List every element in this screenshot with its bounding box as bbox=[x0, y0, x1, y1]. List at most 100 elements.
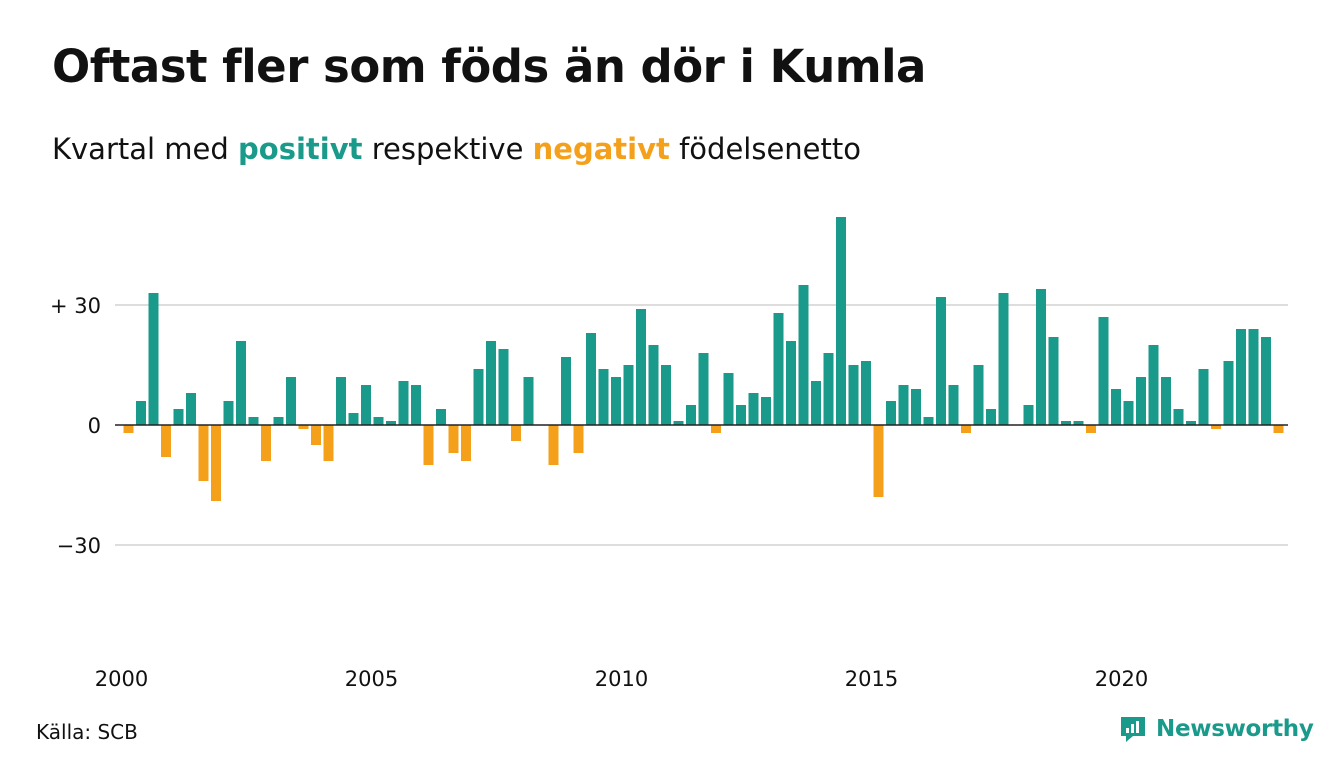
bar-positive bbox=[586, 333, 596, 425]
bar-positive bbox=[1123, 401, 1134, 425]
subtitle-negative-word: negativt bbox=[532, 132, 670, 166]
bar-positive bbox=[686, 405, 696, 425]
bar-positive bbox=[773, 313, 784, 425]
bar-positive bbox=[348, 413, 359, 425]
bar-positive bbox=[898, 385, 909, 425]
subtitle-text-pre: Kvartal med bbox=[52, 132, 239, 166]
bar-positive bbox=[723, 373, 734, 425]
bar-positive bbox=[286, 377, 296, 425]
bar-positive bbox=[486, 341, 496, 425]
bar-negative bbox=[961, 425, 971, 433]
bar-positive bbox=[1148, 345, 1159, 425]
bar-negative bbox=[873, 425, 884, 497]
bar-positive bbox=[648, 345, 659, 425]
bar-negative bbox=[311, 425, 321, 445]
bar-positive bbox=[523, 377, 534, 425]
bar-positive bbox=[248, 417, 259, 425]
bar-negative bbox=[261, 425, 271, 461]
bar-positive bbox=[748, 393, 759, 425]
bar-positive bbox=[1236, 329, 1246, 425]
chart-subtitle: Kvartal med positivt respektive negativt… bbox=[52, 132, 861, 166]
bar-positive bbox=[798, 285, 809, 425]
bar-negative bbox=[198, 425, 209, 481]
bar-positive bbox=[1073, 421, 1084, 425]
bar-positive bbox=[561, 357, 571, 425]
bar-positive bbox=[1061, 421, 1071, 425]
newsworthy-logo-icon bbox=[1121, 717, 1145, 742]
chart-title: Oftast fler som föds än dör i Kumla bbox=[52, 40, 926, 93]
bar-positive bbox=[411, 385, 421, 425]
bar-negative bbox=[1211, 425, 1221, 429]
bar-positive bbox=[148, 293, 159, 425]
bar-positive bbox=[1048, 337, 1059, 425]
bar-negative bbox=[123, 425, 134, 433]
y-tick-label: 0 bbox=[88, 414, 101, 438]
x-tick-label: 2010 bbox=[595, 667, 648, 691]
bar-positive bbox=[173, 409, 184, 425]
bar-positive bbox=[861, 361, 871, 425]
x-tick-label: 2015 bbox=[845, 667, 898, 691]
subtitle-positive-word: positivt bbox=[238, 132, 363, 166]
bar-positive bbox=[848, 365, 859, 425]
bar-positive bbox=[473, 369, 484, 425]
bar-positive bbox=[673, 421, 684, 425]
bar-positive bbox=[698, 353, 709, 425]
x-tick-label: 2005 bbox=[345, 667, 398, 691]
bar-positive bbox=[373, 417, 384, 425]
bar-positive bbox=[761, 397, 771, 425]
bar-negative bbox=[423, 425, 434, 465]
bar-positive bbox=[611, 377, 621, 425]
bar-positive bbox=[811, 381, 821, 425]
bar-positive bbox=[1173, 409, 1184, 425]
y-tick-label: + 30 bbox=[50, 294, 101, 318]
bar-positive bbox=[998, 293, 1009, 425]
bar-positive bbox=[1136, 377, 1146, 425]
bar-positive bbox=[936, 297, 946, 425]
bar-positive bbox=[886, 401, 896, 425]
bar-positive bbox=[986, 409, 996, 425]
bar-positive bbox=[1161, 377, 1171, 425]
bar-positive bbox=[1036, 289, 1046, 425]
bar-positive bbox=[361, 385, 371, 425]
brand-logo: Newsworthy bbox=[1118, 714, 1314, 744]
bar-positive bbox=[1248, 329, 1259, 425]
bar-positive bbox=[598, 369, 609, 425]
bar-positive bbox=[498, 349, 509, 425]
bar-positive bbox=[948, 385, 959, 425]
bar-positive bbox=[386, 421, 396, 425]
bar-positive bbox=[973, 365, 984, 425]
bar-positive bbox=[736, 405, 746, 425]
bar-positive bbox=[1023, 405, 1034, 425]
bar-positive bbox=[1198, 369, 1209, 425]
bar-positive bbox=[436, 409, 446, 425]
bar-negative bbox=[711, 425, 721, 433]
bar-positive bbox=[236, 341, 246, 425]
bar-negative bbox=[573, 425, 584, 453]
bar-positive bbox=[786, 341, 796, 425]
bar-negative bbox=[298, 425, 309, 429]
bar-positive bbox=[911, 389, 921, 425]
x-tick-label: 2020 bbox=[1095, 667, 1148, 691]
bar-positive bbox=[136, 401, 146, 425]
bar-positive bbox=[223, 401, 234, 425]
bar-negative bbox=[548, 425, 559, 465]
y-tick-label: −30 bbox=[57, 534, 101, 558]
x-tick-label: 2000 bbox=[95, 667, 148, 691]
bar-negative bbox=[323, 425, 334, 461]
bar-positive bbox=[273, 417, 284, 425]
bar-positive bbox=[186, 393, 196, 425]
bar-positive bbox=[823, 353, 834, 425]
bar-negative bbox=[161, 425, 171, 457]
bar-negative bbox=[1273, 425, 1284, 433]
subtitle-text-mid: respektive bbox=[362, 132, 533, 166]
bar-positive bbox=[1261, 337, 1271, 425]
bar-negative bbox=[461, 425, 471, 461]
source-note: Källa: SCB bbox=[36, 720, 138, 744]
bar-positive bbox=[336, 377, 346, 425]
bar-positive bbox=[1111, 389, 1121, 425]
bar-positive bbox=[623, 365, 634, 425]
bar-positive bbox=[1186, 421, 1196, 425]
bar-positive bbox=[1223, 361, 1234, 425]
bar-negative bbox=[511, 425, 521, 441]
